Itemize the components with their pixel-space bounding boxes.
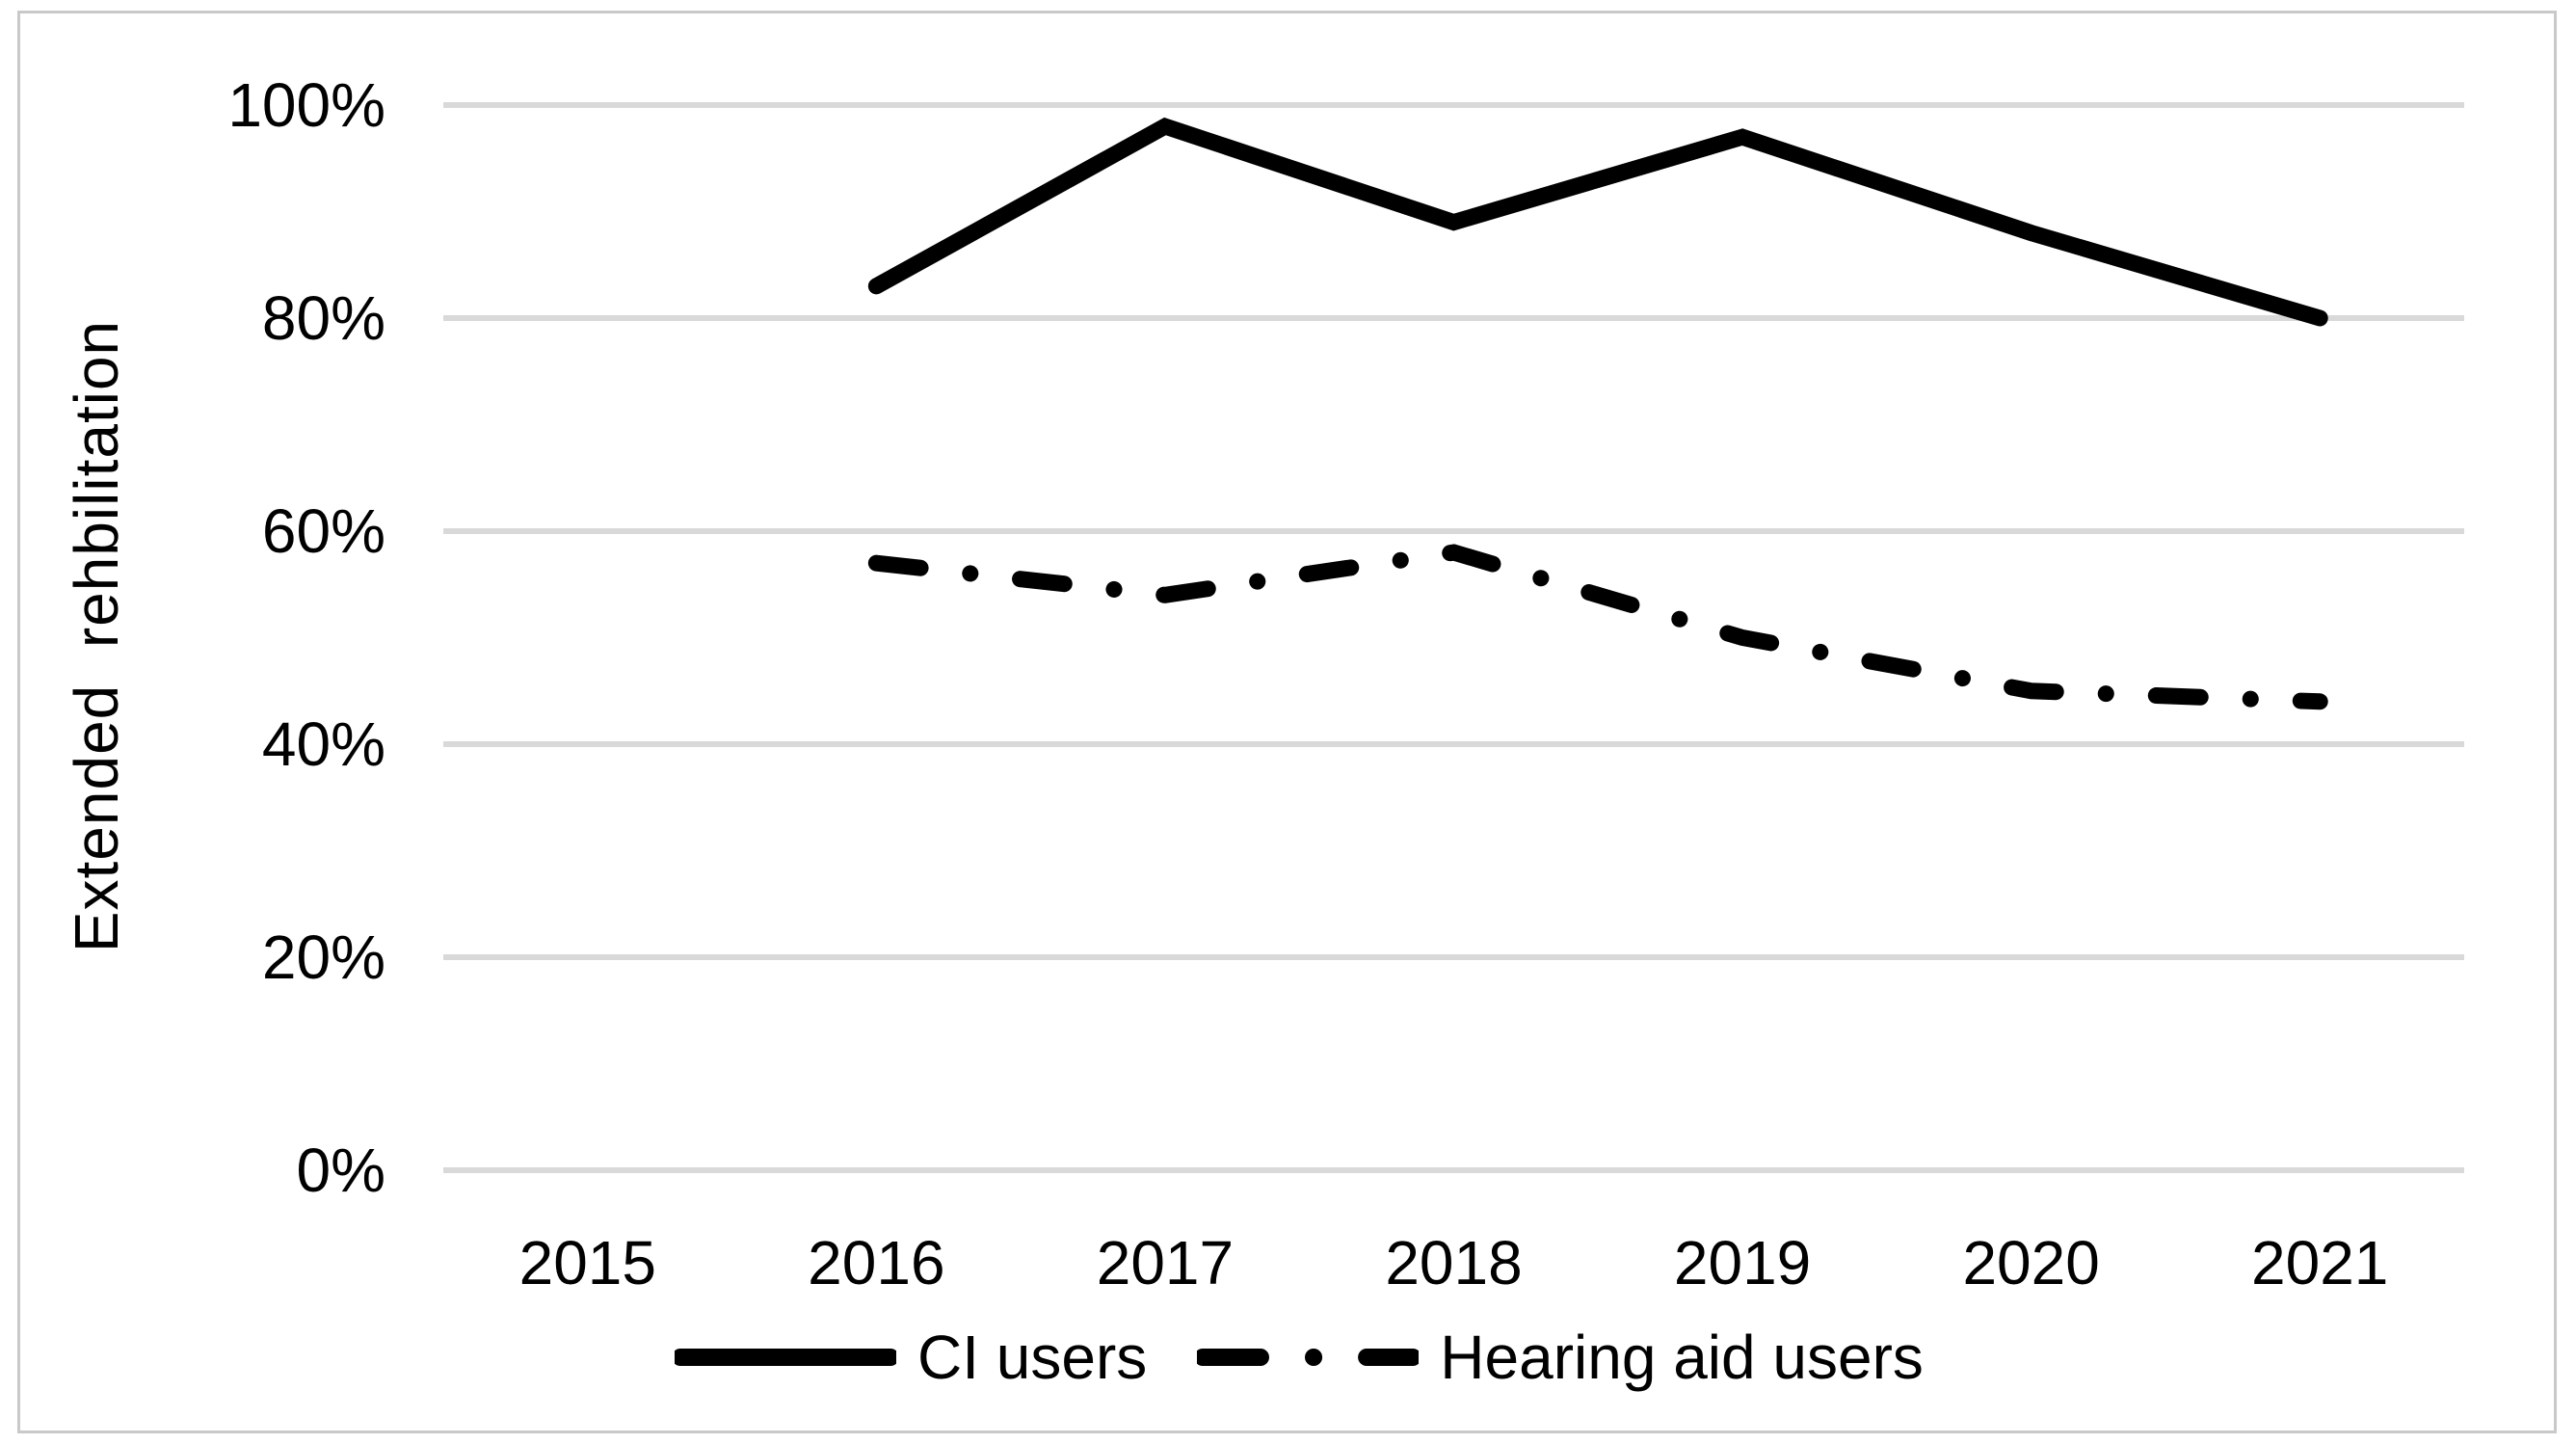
y-tick-label: 60%	[262, 496, 385, 566]
gridlines	[443, 102, 2464, 1173]
x-tick-label: 2020	[1962, 1228, 2099, 1297]
x-tick-label: 2018	[1385, 1228, 1522, 1297]
y-tick-label: 100%	[227, 70, 385, 140]
series-lines	[867, 117, 2328, 710]
legend-label-hearing-aid-users: Hearing aid users	[1440, 1323, 1924, 1392]
legend: CI users Hearing aid users	[675, 1323, 1924, 1392]
legend-item-ci-users: CI users	[675, 1322, 1147, 1393]
ci-users-line-swatch	[675, 1349, 896, 1366]
y-axis-title: Extended rehbilitation	[62, 319, 131, 953]
legend-label-ci-users: CI users	[917, 1323, 1148, 1392]
x-tick-label: 2019	[1674, 1228, 1811, 1297]
y-tick-label: 0%	[297, 1136, 386, 1205]
x-tick-label: 2015	[519, 1228, 656, 1297]
y-tick-label: 20%	[262, 923, 385, 992]
y-tick-label: 40%	[262, 709, 385, 779]
x-axis-tick-labels: 2015 2016 2017 2018 2019 2020 2021	[519, 1228, 2389, 1297]
x-tick-label: 2017	[1097, 1228, 1234, 1297]
legend-item-hearing-aid-users: Hearing aid users	[1197, 1322, 1924, 1393]
x-tick-label: 2016	[808, 1228, 944, 1297]
y-tick-label: 80%	[262, 283, 385, 353]
hearing-aid-users-line	[867, 544, 2328, 710]
x-tick-label: 2021	[2251, 1228, 2388, 1297]
hearing-aid-users-line-swatch	[1197, 1349, 1420, 1366]
ci-users-line	[867, 117, 2328, 327]
y-axis-tick-labels: 0% 20% 40% 60% 80% 100%	[227, 70, 385, 1205]
